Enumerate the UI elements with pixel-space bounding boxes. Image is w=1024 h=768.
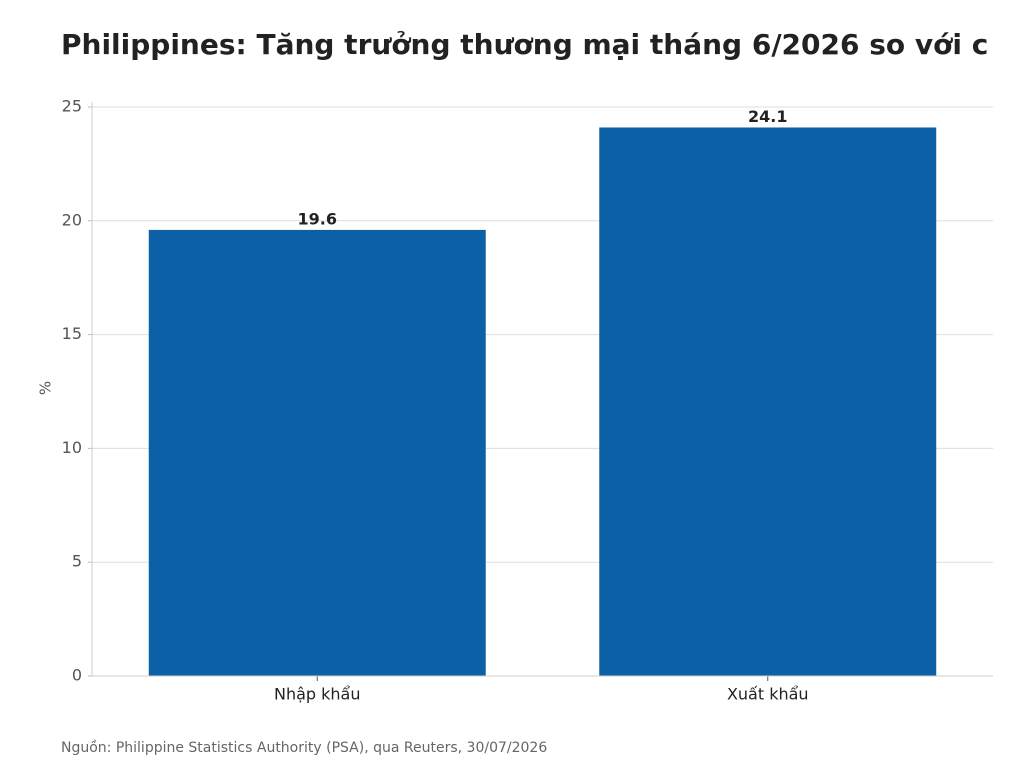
y-tick-label: 0 xyxy=(72,666,82,685)
x-tick-label: Xuất khẩu xyxy=(727,685,809,704)
bar xyxy=(599,127,937,676)
y-tick-label: 20 xyxy=(62,210,82,229)
y-tick-label: 5 xyxy=(72,552,82,571)
bar xyxy=(148,229,486,677)
y-tick-label: 10 xyxy=(62,438,82,457)
source-note: Nguồn: Philippine Statistics Authority (… xyxy=(61,739,547,756)
data-label: 19.6 xyxy=(298,209,337,228)
y-tick-label: 15 xyxy=(62,324,82,343)
y-tick-label: 25 xyxy=(62,97,82,116)
chart-title: Philippines: Tăng trưởng thương mại thán… xyxy=(61,28,988,61)
x-tick-label: Nhập khẩu xyxy=(274,685,361,704)
y-axis-label: % xyxy=(37,381,55,395)
data-label: 24.1 xyxy=(748,107,787,126)
